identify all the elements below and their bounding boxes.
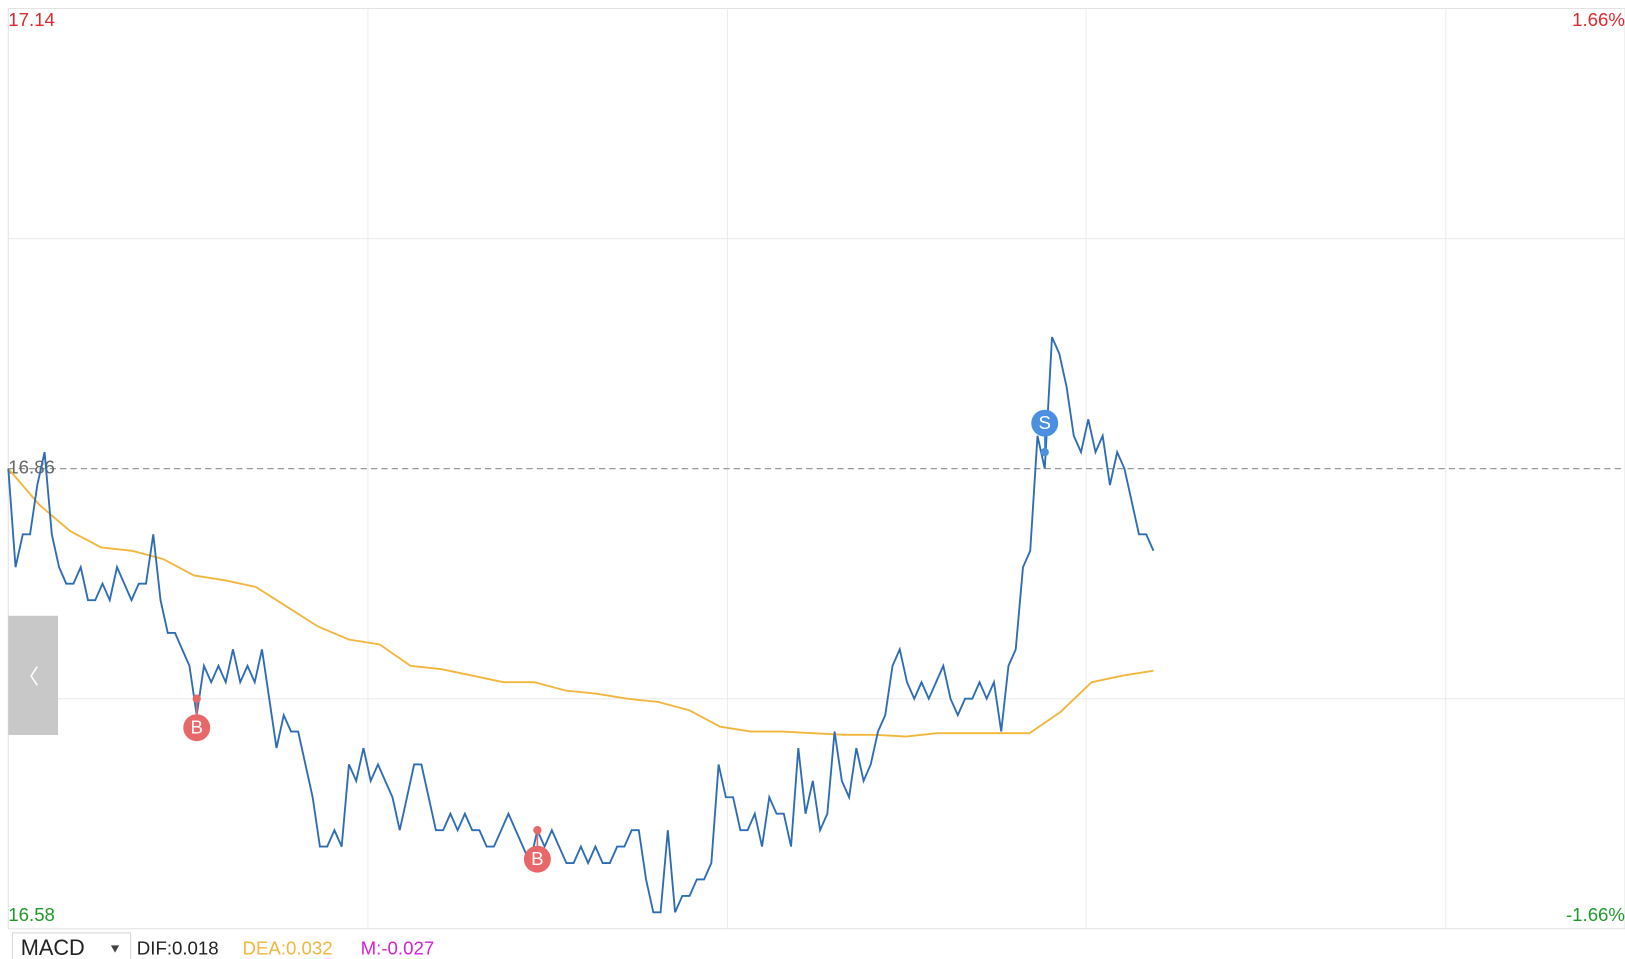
signal-dot — [192, 694, 201, 703]
signal-dot — [533, 826, 542, 835]
y-tick-label: 16.58 — [8, 904, 55, 925]
chevron — [30, 666, 38, 686]
signal-badge — [523, 845, 551, 873]
button-bg[interactable] — [8, 615, 59, 735]
signal-badge — [183, 714, 211, 742]
data-layer: 17.14 16.58 1.66% -1.66% 16.86 B B S — [7, 9, 1625, 925]
signal-badge — [1031, 409, 1059, 437]
m-value: M:-0.027 — [361, 937, 435, 958]
reference-label: 16.86 — [8, 457, 55, 478]
dropdown-arrow — [110, 945, 120, 953]
indicator-select[interactable] — [11, 932, 132, 959]
signal-dot — [1040, 448, 1049, 457]
percent-label: 1.66% — [1572, 9, 1625, 30]
indicator-bar: MACD DIF:0.018 DEA:0.032 M:-0.027 — [11, 932, 435, 959]
signal-label: B — [531, 848, 543, 869]
dif-value: DIF:0.018 — [137, 937, 219, 958]
signal-label: S — [1039, 412, 1051, 433]
indicator-name: MACD — [21, 935, 85, 959]
y-tick-label: 17.14 — [8, 9, 55, 30]
series-line — [7, 468, 1154, 738]
percent-label: -1.66% — [1566, 904, 1625, 925]
dea-value: DEA:0.032 — [243, 937, 333, 958]
collapse-button[interactable] — [8, 615, 59, 735]
signal-label: B — [191, 717, 203, 738]
